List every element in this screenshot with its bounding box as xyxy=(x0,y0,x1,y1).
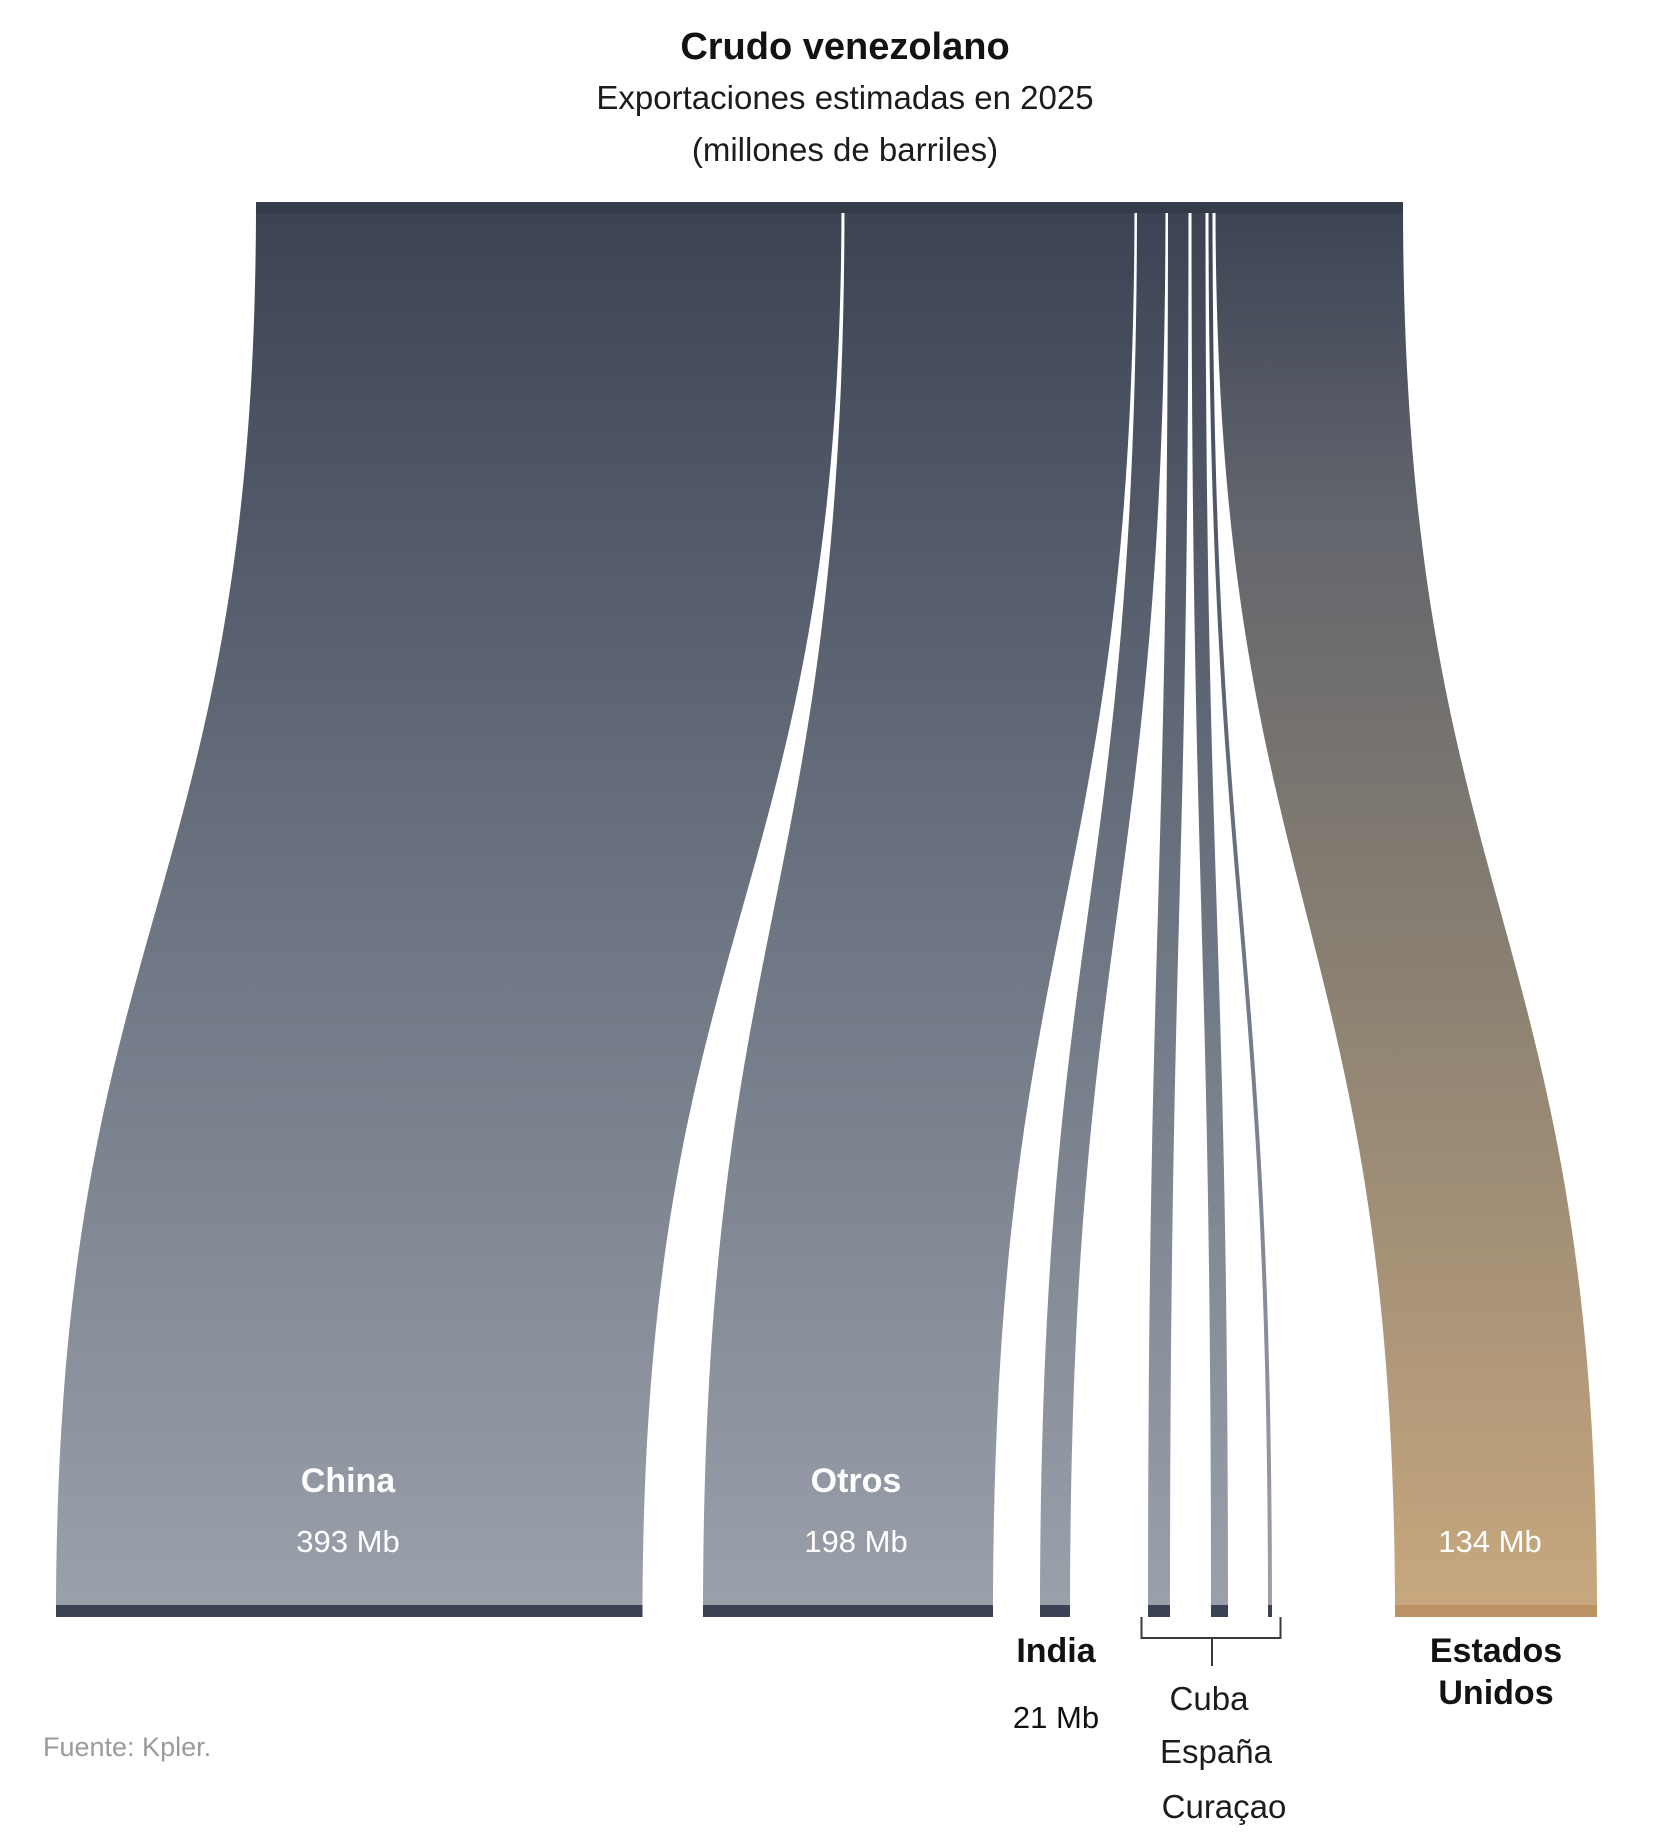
chart-header: Crudo venezolano Exportaciones estimadas… xyxy=(596,22,1093,176)
destination-cap-otros xyxy=(703,1605,993,1617)
flow-label-espana: España xyxy=(1160,1733,1272,1770)
flow-china xyxy=(56,202,842,1617)
flow-otros xyxy=(703,202,1135,1617)
chart-unit-line: (millones de barriles) xyxy=(691,131,999,168)
flow-estados_unidos xyxy=(1215,202,1597,1617)
destination-cap-estados_unidos xyxy=(1395,1605,1597,1617)
flow-value-india: 21 Mb xyxy=(1012,1700,1100,1735)
flow-cuba xyxy=(1148,202,1189,1617)
flow-value-estados-unidos: 134 Mb xyxy=(1438,1524,1542,1559)
flow-india xyxy=(1040,202,1166,1617)
flow-label-india: India xyxy=(1016,1632,1096,1670)
flow-label-cuba: Cuba xyxy=(1169,1680,1249,1717)
flow-value-otros: 198 Mb xyxy=(804,1524,908,1559)
destination-cap-india xyxy=(1040,1605,1070,1617)
destination-cap-espana xyxy=(1211,1605,1228,1617)
destination-cap-cuba xyxy=(1148,1605,1170,1617)
flow-label-otros: Otros xyxy=(810,1462,902,1500)
destination-cap-curacao xyxy=(1268,1605,1272,1617)
destination-cap-china xyxy=(56,1605,643,1617)
flow-label-curacao: Curaçao xyxy=(1161,1788,1287,1825)
flow-value-china: 393 Mb xyxy=(296,1524,400,1559)
page-title: Crudo venezolano xyxy=(680,26,1010,68)
source-note: Fuente: Kpler. xyxy=(43,1732,212,1762)
chart-subtitle: Exportaciones estimadas en 2025 xyxy=(596,79,1094,116)
flow-espana xyxy=(1191,202,1228,1617)
source-bar-cap xyxy=(256,202,1403,213)
flow-label-china: China xyxy=(300,1462,396,1500)
flow-curacao xyxy=(1208,202,1272,1617)
group-bracket xyxy=(1140,1617,1282,1666)
flow-label-estados-unidos: Estados Unidos xyxy=(1429,1632,1563,1712)
